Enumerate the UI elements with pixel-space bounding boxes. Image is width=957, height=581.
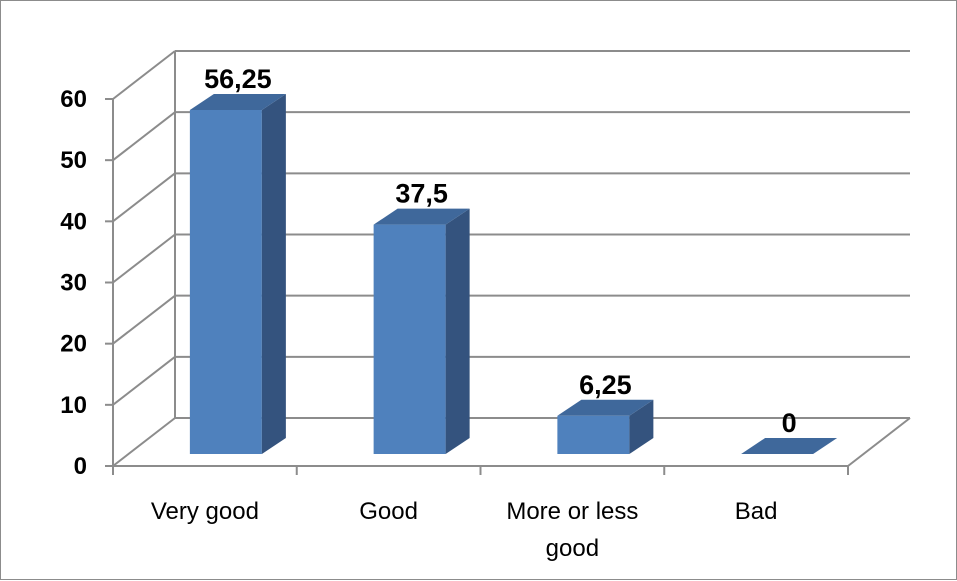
- bar-front: [557, 415, 630, 454]
- y-tick-label: 50: [60, 147, 87, 174]
- side-gridline: [112, 233, 176, 284]
- bar-top: [741, 438, 838, 454]
- category-label: Bad: [735, 498, 778, 525]
- bar-side: [261, 93, 286, 454]
- side-gridline: [112, 356, 176, 406]
- y-tick-label: 0: [74, 453, 87, 480]
- bar-top: [557, 399, 654, 416]
- y-tick-label: 60: [60, 86, 87, 113]
- bar-side: [629, 399, 654, 454]
- data-label: 56,25: [204, 64, 272, 94]
- data-label: 6,25: [579, 370, 632, 400]
- data-label: 37,5: [395, 179, 448, 209]
- y-tick-label: 20: [60, 331, 87, 358]
- side-gridline: [112, 111, 176, 161]
- category-label: More or less: [506, 498, 638, 525]
- data-label: 0: [782, 408, 797, 438]
- side-gridline: [112, 172, 176, 223]
- side-gridline: [112, 294, 176, 345]
- side-gridline: [112, 50, 176, 100]
- bar-top: [189, 93, 286, 110]
- side-gridline: [112, 417, 176, 467]
- category-label: good: [546, 535, 599, 562]
- bar-top: [373, 208, 470, 225]
- bar-side: [445, 208, 470, 454]
- category-label: Very good: [151, 498, 259, 525]
- y-tick-label: 10: [60, 392, 87, 419]
- y-tick-label: 30: [60, 270, 87, 297]
- bar-front: [373, 224, 446, 454]
- bar-front: [189, 109, 262, 454]
- floor-edge: [847, 417, 911, 467]
- category-label: Good: [359, 498, 418, 525]
- y-tick-label: 40: [60, 208, 87, 235]
